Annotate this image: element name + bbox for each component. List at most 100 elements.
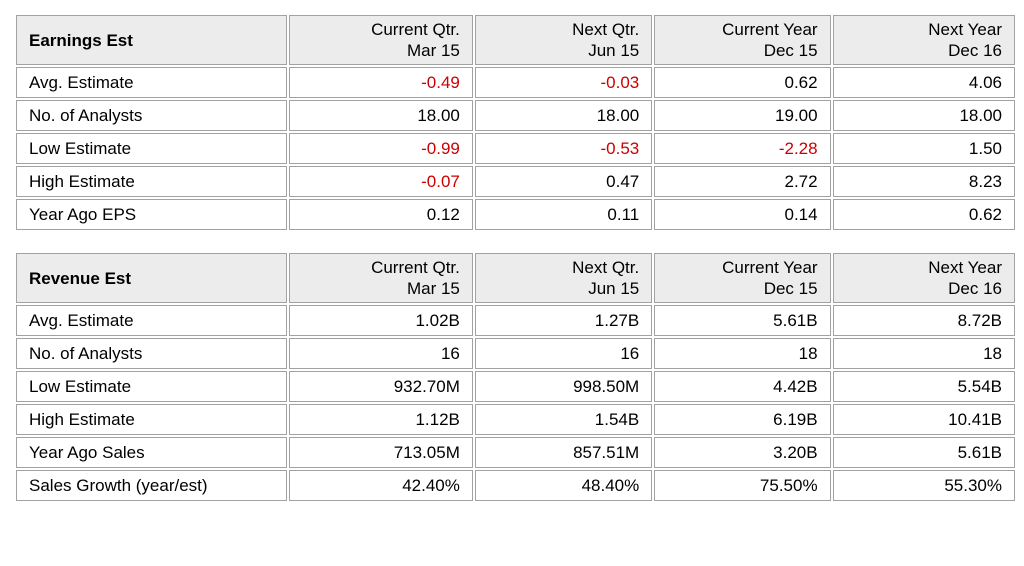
row-label: High Estimate [16, 166, 287, 197]
cell-value-text: 55.30% [944, 475, 1002, 495]
cell-value: 0.11 [474, 199, 653, 230]
cell-value: 1.27B [474, 305, 653, 336]
column-header-line2: Mar 15 [406, 279, 460, 298]
revenue-header-row: Revenue Est Current Qtr. Mar 15 Next Qtr… [16, 253, 1015, 303]
cell-value: 1.12B [288, 404, 473, 435]
column-header-line2: Dec 15 [763, 41, 818, 60]
cell-value: 857.51M [474, 437, 653, 468]
column-header-line2: Mar 15 [406, 41, 460, 60]
column-header-line1: Current Qtr. [371, 258, 460, 277]
column-header: Current Year Dec 15 [654, 253, 831, 303]
cell-value: -0.99 [288, 133, 473, 164]
column-header-line1: Next Year [928, 20, 1002, 39]
cell-value: 0.47 [474, 166, 653, 197]
cell-value: 932.70M [288, 371, 473, 402]
column-header-line1: Next Qtr. [572, 20, 640, 39]
cell-value: 8.23 [832, 166, 1015, 197]
cell-value: 1.50 [832, 133, 1015, 164]
table-row: Year Ago EPS 0.12 0.11 0.14 0.62 [16, 199, 1015, 230]
column-header-line2: Jun 15 [588, 279, 640, 298]
cell-value: 6.19B [654, 404, 831, 435]
table-title: Earnings Est [16, 15, 287, 65]
cell-value: 713.05M [288, 437, 473, 468]
cell-value: 18 [654, 338, 831, 369]
cell-value: 16 [288, 338, 473, 369]
column-header-line1: Current Year [722, 258, 818, 277]
column-header-line2: Dec 16 [948, 279, 1002, 298]
table-row: Sales Growth (year/est) 42.40% 48.40% 75… [16, 470, 1015, 501]
earnings-header-row: Earnings Est Current Qtr. Mar 15 Next Qt… [16, 15, 1015, 65]
cell-value: 1.54B [474, 404, 653, 435]
cell-value-text: 75.50% [759, 475, 818, 495]
cell-value: 10.41B [832, 404, 1015, 435]
row-label: Year Ago Sales [16, 437, 287, 468]
cell-value: -0.07 [288, 166, 473, 197]
page: Earnings Est Current Qtr. Mar 15 Next Qt… [14, 13, 1017, 503]
cell-value: 19.00 [654, 100, 831, 131]
column-header-line2: Jun 15 [588, 41, 640, 60]
cell-value: 3.20B [654, 437, 831, 468]
cell-value: 42.40% [288, 470, 473, 501]
cell-value: 75.50% [654, 470, 831, 501]
cell-value: 0.62 [832, 199, 1015, 230]
row-label: Year Ago EPS [16, 199, 287, 230]
column-header: Next Year Dec 16 [832, 15, 1015, 65]
column-header: Next Qtr. Jun 15 [474, 15, 653, 65]
table-row: Year Ago Sales 713.05M 857.51M 3.20B 5.6… [16, 437, 1015, 468]
column-header: Next Year Dec 16 [832, 253, 1015, 303]
row-label: Sales Growth (year/est) [16, 470, 287, 501]
column-header: Current Qtr. Mar 15 [288, 253, 473, 303]
table-row: Low Estimate -0.99 -0.53 -2.28 1.50 [16, 133, 1015, 164]
cell-value: 18.00 [474, 100, 653, 131]
row-label: Low Estimate [16, 133, 287, 164]
cell-value: 5.54B [832, 371, 1015, 402]
earnings-table: Earnings Est Current Qtr. Mar 15 Next Qt… [14, 13, 1017, 232]
table-title: Revenue Est [16, 253, 287, 303]
cell-value: 5.61B [654, 305, 831, 336]
cell-value: 0.12 [288, 199, 473, 230]
column-header-line1: Current Qtr. [371, 20, 460, 39]
row-label: No. of Analysts [16, 338, 287, 369]
row-label: Low Estimate [16, 371, 287, 402]
row-label: Avg. Estimate [16, 305, 287, 336]
cell-value: 4.42B [654, 371, 831, 402]
cell-value: 8.72B [832, 305, 1015, 336]
cell-value: -0.03 [474, 67, 653, 98]
column-header-line2: Dec 15 [763, 279, 818, 298]
cell-value: 48.40% [474, 470, 653, 501]
column-header-line1: Next Qtr. [572, 258, 640, 277]
revenue-table: Revenue Est Current Qtr. Mar 15 Next Qtr… [14, 251, 1017, 503]
cell-value: 0.62 [654, 67, 831, 98]
cell-value: 2.72 [654, 166, 831, 197]
table-row: Avg. Estimate 1.02B 1.27B 5.61B 8.72B [16, 305, 1015, 336]
column-header-line2: Dec 16 [948, 41, 1002, 60]
column-header: Current Qtr. Mar 15 [288, 15, 473, 65]
table-row: Low Estimate 932.70M 998.50M 4.42B 5.54B [16, 371, 1015, 402]
cell-value: 0.14 [654, 199, 831, 230]
cell-value-text: 4.06 [968, 72, 1002, 92]
cell-value: -0.53 [474, 133, 653, 164]
cell-value: 55.30% [832, 470, 1015, 501]
cell-value: 18.00 [288, 100, 473, 131]
cell-value: 18.00 [832, 100, 1015, 131]
cell-value: -2.28 [654, 133, 831, 164]
cell-value: 4.06 [832, 67, 1015, 98]
cell-value: -0.49 [288, 67, 473, 98]
cell-value-text: 0.62 [784, 72, 818, 92]
cell-value: 16 [474, 338, 653, 369]
row-label: Avg. Estimate [16, 67, 287, 98]
column-header-line1: Current Year [722, 20, 818, 39]
cell-value: 18 [832, 338, 1015, 369]
column-header: Current Year Dec 15 [654, 15, 831, 65]
table-row: High Estimate -0.07 0.47 2.72 8.23 [16, 166, 1015, 197]
table-row: High Estimate 1.12B 1.54B 6.19B 10.41B [16, 404, 1015, 435]
column-header-line1: Next Year [928, 258, 1002, 277]
row-label: High Estimate [16, 404, 287, 435]
column-header: Next Qtr. Jun 15 [474, 253, 653, 303]
row-label: No. of Analysts [16, 100, 287, 131]
table-row: No. of Analysts 16 16 18 18 [16, 338, 1015, 369]
cell-value: 1.02B [288, 305, 473, 336]
cell-value: 5.61B [832, 437, 1015, 468]
table-row: No. of Analysts 18.00 18.00 19.00 18.00 [16, 100, 1015, 131]
cell-value: 998.50M [474, 371, 653, 402]
